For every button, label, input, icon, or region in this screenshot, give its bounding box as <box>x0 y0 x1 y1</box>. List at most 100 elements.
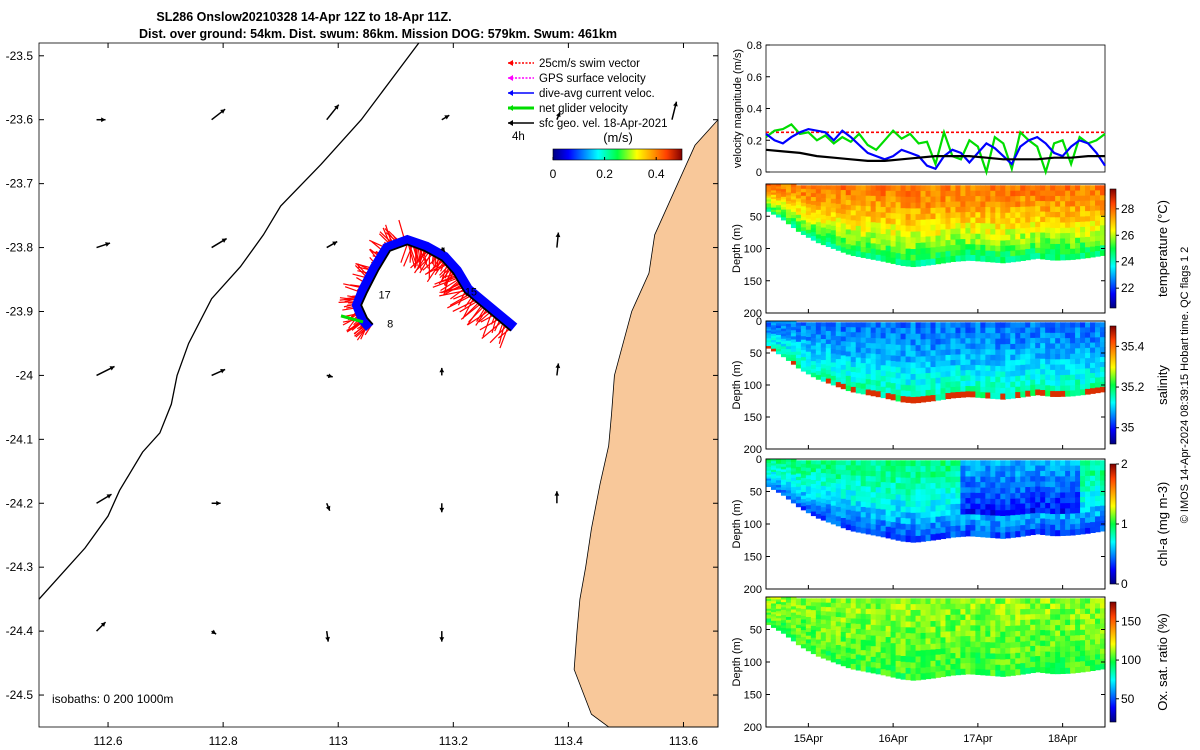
temperature-cell <box>950 228 957 235</box>
temperature-cell <box>1095 240 1101 247</box>
chlorophyll-cell <box>800 463 807 468</box>
chlorophyll-cell <box>790 480 797 485</box>
chlorophyll-cell <box>800 506 807 511</box>
chlorophyll-cell <box>840 460 847 466</box>
map-ytick-label: -24.5 <box>6 688 34 702</box>
salinity-cell <box>1050 364 1056 371</box>
chlorophyll-cell <box>815 476 822 482</box>
chlorophyll-cell <box>1100 465 1106 471</box>
chlorophyll-cell <box>885 504 892 511</box>
chlorophyll-cell <box>770 482 777 486</box>
temperature-cell <box>785 212 792 216</box>
chlorophyll-cell <box>845 489 852 496</box>
oxygen-cell <box>975 652 981 659</box>
chlorophyll-cell <box>995 521 1001 528</box>
chlorophyll-cell <box>1055 519 1061 526</box>
chlorophyll-cell <box>1070 460 1076 467</box>
temperature-cell <box>1050 233 1056 240</box>
salinity-cell <box>840 374 847 380</box>
swim-vector <box>416 254 433 271</box>
temperature-cell <box>1030 190 1036 197</box>
geo-vector-head <box>100 622 106 627</box>
salinity-cell <box>840 350 847 357</box>
salinity-cell <box>1075 379 1081 386</box>
temperature-cell <box>895 213 902 220</box>
oxygen-cell <box>855 639 862 645</box>
salinity-cell <box>825 343 832 349</box>
oxygen-cell <box>970 636 976 643</box>
salinity-cell <box>785 346 792 350</box>
oxygen-cell <box>785 622 792 627</box>
salinity-cell <box>1075 327 1081 334</box>
oxygen-cell <box>930 638 937 645</box>
temperature-cell <box>915 202 922 209</box>
salinity-cell <box>1005 365 1011 372</box>
chlorophyll-cell <box>1015 514 1021 521</box>
chlorophyll-cell <box>820 507 827 513</box>
salinity-cell <box>785 326 792 331</box>
salinity-ytick-label: 50 <box>750 348 762 360</box>
oxygen-cell <box>860 608 867 615</box>
chlorophyll-cell <box>930 505 937 513</box>
salinity-cell <box>775 332 782 336</box>
temperature-cell <box>785 189 792 194</box>
chlorophyll-cell <box>825 495 832 501</box>
salinity-cell <box>1045 322 1051 329</box>
oxygen-cell <box>780 612 787 616</box>
geo-vector <box>96 117 106 123</box>
chlorophyll-cell <box>805 482 812 488</box>
oxygen-cell <box>780 607 787 611</box>
chlorophyll-cell <box>815 489 822 494</box>
oxygen-cell <box>955 641 962 648</box>
oxygen-cell <box>775 615 782 619</box>
temperature-cell <box>1060 254 1066 261</box>
salinity-cell <box>1065 364 1071 371</box>
salinity-cell <box>885 376 892 383</box>
geo-vector <box>671 101 678 120</box>
salinity-cell <box>810 349 817 354</box>
temperature-cell <box>1040 211 1046 218</box>
salinity-cell <box>820 372 827 378</box>
salinity-cell <box>970 386 976 393</box>
temperature-cell <box>795 201 802 206</box>
chlorophyll-cell <box>910 512 917 520</box>
chlorophyll-cell <box>1045 460 1051 467</box>
temperature-cell <box>785 203 792 208</box>
swim-vector <box>447 295 471 309</box>
salinity-cell <box>980 376 986 383</box>
chlorophyll-cell <box>1020 465 1026 472</box>
oxygen-cell <box>955 669 962 676</box>
oxygen-cell <box>920 621 927 628</box>
salinity-cell <box>805 351 812 356</box>
chlorophyll-cell <box>825 477 832 483</box>
oxygen-cell <box>830 611 837 618</box>
chlorophyll-ytick-label: 150 <box>744 552 762 564</box>
oxygen-ytick-label: 200 <box>744 722 762 734</box>
oxygen-cell <box>1090 624 1096 630</box>
chlorophyll-cell <box>1080 481 1086 488</box>
salinity-cell <box>990 349 996 356</box>
oxygen-cell <box>890 660 897 667</box>
chlorophyll-cell <box>770 461 777 464</box>
chlorophyll-cell <box>835 464 842 471</box>
temperature-cell <box>980 190 986 197</box>
salinity-cell <box>955 359 962 366</box>
chlorophyll-cell <box>1045 529 1051 536</box>
oxygen-cell <box>950 664 957 671</box>
salinity-cell <box>1000 393 1006 400</box>
salinity-cell <box>1010 387 1016 394</box>
temperature-cell <box>965 201 971 208</box>
salinity-cell <box>860 352 867 359</box>
temperature-cell <box>980 185 986 192</box>
oxygen-cell <box>1005 664 1011 671</box>
chlorophyll-cell <box>880 476 887 483</box>
salinity-cell <box>880 376 887 382</box>
oxygen-cell <box>1020 646 1026 653</box>
oxygen-cell <box>810 629 817 635</box>
oxygen-cell <box>1095 618 1101 625</box>
chlorophyll-cell <box>1095 490 1101 497</box>
temperature-cell <box>1050 249 1056 256</box>
chlorophyll-cell <box>935 527 942 535</box>
temperature-cell <box>940 201 947 209</box>
